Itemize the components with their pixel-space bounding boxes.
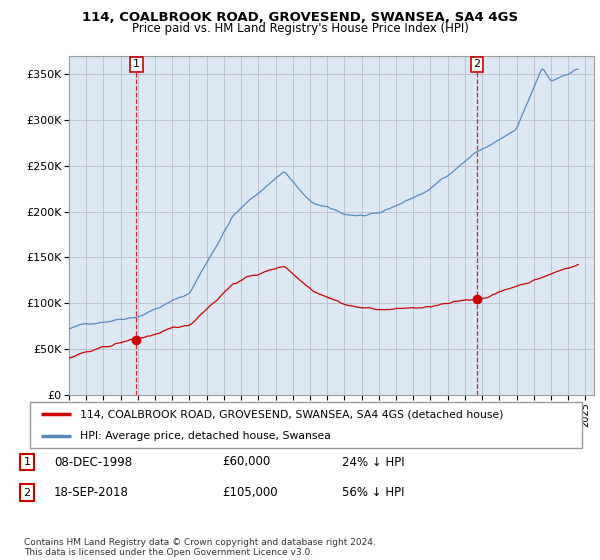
- Text: 1: 1: [23, 457, 31, 467]
- Text: 08-DEC-1998: 08-DEC-1998: [54, 455, 132, 469]
- Text: 24% ↓ HPI: 24% ↓ HPI: [342, 455, 404, 469]
- Text: Contains HM Land Registry data © Crown copyright and database right 2024.
This d: Contains HM Land Registry data © Crown c…: [24, 538, 376, 557]
- Text: 2: 2: [23, 488, 31, 498]
- Text: 1: 1: [133, 59, 140, 69]
- Text: 114, COALBROOK ROAD, GROVESEND, SWANSEA, SA4 4GS (detached house): 114, COALBROOK ROAD, GROVESEND, SWANSEA,…: [80, 409, 503, 419]
- FancyBboxPatch shape: [30, 402, 582, 448]
- Text: 18-SEP-2018: 18-SEP-2018: [54, 486, 129, 500]
- Text: 114, COALBROOK ROAD, GROVESEND, SWANSEA, SA4 4GS: 114, COALBROOK ROAD, GROVESEND, SWANSEA,…: [82, 11, 518, 24]
- Text: £105,000: £105,000: [222, 486, 278, 500]
- Text: 2: 2: [473, 59, 481, 69]
- Text: Price paid vs. HM Land Registry's House Price Index (HPI): Price paid vs. HM Land Registry's House …: [131, 22, 469, 35]
- Text: 56% ↓ HPI: 56% ↓ HPI: [342, 486, 404, 500]
- Text: HPI: Average price, detached house, Swansea: HPI: Average price, detached house, Swan…: [80, 431, 331, 441]
- Text: £60,000: £60,000: [222, 455, 270, 469]
